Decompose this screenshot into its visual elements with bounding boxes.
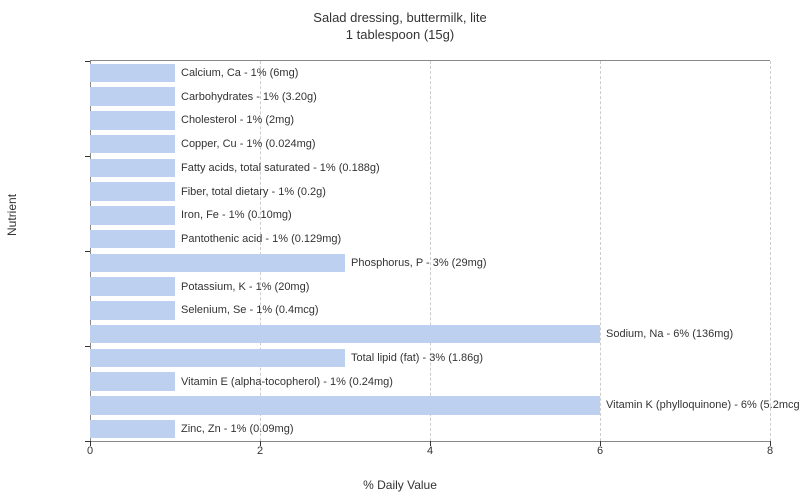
title-line-1: Salad dressing, buttermilk, lite bbox=[313, 10, 486, 25]
bar-label: Vitamin K (phylloquinone) - 6% (5.2mcg) bbox=[606, 399, 800, 411]
x-tick-label: 8 bbox=[767, 445, 773, 457]
chart-title: Salad dressing, buttermilk, lite 1 table… bbox=[0, 0, 800, 44]
bar bbox=[90, 87, 175, 106]
bar-label: Selenium, Se - 1% (0.4mcg) bbox=[181, 304, 319, 316]
bar-row: Zinc, Zn - 1% (0.09mg) bbox=[90, 420, 293, 439]
bar-label: Zinc, Zn - 1% (0.09mg) bbox=[181, 423, 293, 435]
bar-row: Potassium, K - 1% (20mg) bbox=[90, 277, 309, 296]
bar bbox=[90, 182, 175, 201]
y-tick bbox=[85, 156, 90, 157]
gridline bbox=[430, 61, 431, 441]
bar-label: Total lipid (fat) - 3% (1.86g) bbox=[351, 352, 483, 364]
bar-row: Calcium, Ca - 1% (6mg) bbox=[90, 64, 298, 83]
bar-label: Fiber, total dietary - 1% (0.2g) bbox=[181, 186, 326, 198]
bar-label: Carbohydrates - 1% (3.20g) bbox=[181, 91, 317, 103]
bar-label: Sodium, Na - 6% (136mg) bbox=[606, 328, 733, 340]
bar-label: Vitamin E (alpha-tocopherol) - 1% (0.24m… bbox=[181, 376, 393, 388]
bar-row: Selenium, Se - 1% (0.4mcg) bbox=[90, 301, 319, 320]
bar-label: Potassium, K - 1% (20mg) bbox=[181, 281, 309, 293]
bar bbox=[90, 420, 175, 439]
bar-row: Cholesterol - 1% (2mg) bbox=[90, 111, 294, 130]
x-tick-label: 4 bbox=[427, 445, 433, 457]
bar-label: Cholesterol - 1% (2mg) bbox=[181, 114, 294, 126]
bar-row: Vitamin K (phylloquinone) - 6% (5.2mcg) bbox=[90, 396, 800, 415]
bar bbox=[90, 64, 175, 83]
bar-row: Carbohydrates - 1% (3.20g) bbox=[90, 87, 317, 106]
y-tick bbox=[85, 61, 90, 62]
bar bbox=[90, 372, 175, 391]
x-tick-label: 6 bbox=[597, 445, 603, 457]
gridline bbox=[770, 61, 771, 441]
y-tick bbox=[85, 441, 90, 442]
bar-label: Phosphorus, P - 3% (29mg) bbox=[351, 257, 487, 269]
bar-row: Phosphorus, P - 3% (29mg) bbox=[90, 254, 487, 273]
bar-label: Pantothenic acid - 1% (0.129mg) bbox=[181, 233, 341, 245]
y-tick bbox=[85, 251, 90, 252]
bar-label: Fatty acids, total saturated - 1% (0.188… bbox=[181, 162, 380, 174]
x-tick-label: 2 bbox=[257, 445, 263, 457]
bar bbox=[90, 396, 600, 415]
bar-label: Calcium, Ca - 1% (6mg) bbox=[181, 67, 298, 79]
gridline bbox=[600, 61, 601, 441]
chart-container: Salad dressing, buttermilk, lite 1 table… bbox=[0, 0, 800, 500]
bar-row: Total lipid (fat) - 3% (1.86g) bbox=[90, 349, 483, 368]
bar bbox=[90, 301, 175, 320]
x-axis-label: % Daily Value bbox=[363, 478, 437, 492]
bar bbox=[90, 349, 345, 368]
bar bbox=[90, 230, 175, 249]
bar-label: Copper, Cu - 1% (0.024mg) bbox=[181, 138, 316, 150]
bar-row: Vitamin E (alpha-tocopherol) - 1% (0.24m… bbox=[90, 372, 393, 391]
bar bbox=[90, 111, 175, 130]
bar bbox=[90, 206, 175, 225]
y-axis-label: Nutrient bbox=[5, 194, 19, 236]
bar bbox=[90, 159, 175, 178]
bar-row: Copper, Cu - 1% (0.024mg) bbox=[90, 135, 316, 154]
bar-row: Pantothenic acid - 1% (0.129mg) bbox=[90, 230, 341, 249]
bar-row: Sodium, Na - 6% (136mg) bbox=[90, 325, 733, 344]
bar bbox=[90, 135, 175, 154]
bar bbox=[90, 325, 600, 344]
bar-row: Fatty acids, total saturated - 1% (0.188… bbox=[90, 159, 380, 178]
bar bbox=[90, 277, 175, 296]
bar bbox=[90, 254, 345, 273]
x-tick-label: 0 bbox=[87, 445, 93, 457]
y-tick bbox=[85, 346, 90, 347]
title-line-2: 1 tablespoon (15g) bbox=[346, 27, 454, 42]
bar-row: Iron, Fe - 1% (0.10mg) bbox=[90, 206, 292, 225]
bar-row: Fiber, total dietary - 1% (0.2g) bbox=[90, 182, 326, 201]
plot-area: 02468Calcium, Ca - 1% (6mg)Carbohydrates… bbox=[90, 60, 770, 442]
bar-label: Iron, Fe - 1% (0.10mg) bbox=[181, 209, 292, 221]
